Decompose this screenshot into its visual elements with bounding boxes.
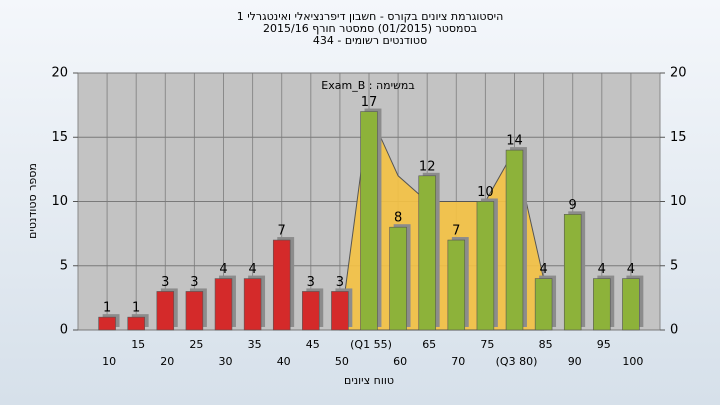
value-label: 4 bbox=[598, 262, 606, 277]
value-label: 17 bbox=[361, 95, 378, 110]
value-label: 4 bbox=[248, 262, 256, 277]
x-tick-label: 45 bbox=[306, 338, 320, 351]
bar bbox=[563, 214, 582, 331]
x-tick-label: 30 bbox=[219, 355, 233, 368]
x-tick-label: 100 bbox=[622, 355, 643, 368]
x-tick-label: 40 bbox=[277, 355, 291, 368]
y-tick-label: 15 bbox=[51, 130, 68, 145]
value-label: 4 bbox=[539, 262, 547, 277]
x-tick-label: 75 bbox=[480, 338, 494, 351]
bar bbox=[156, 291, 175, 331]
bar bbox=[505, 149, 524, 331]
chart-title: היסטוגרמת ציונים בקורס - חשבון דיפרנציאל… bbox=[237, 10, 504, 23]
y2-tick-label: 5 bbox=[670, 258, 678, 273]
value-label: 9 bbox=[569, 198, 577, 213]
x-tick-label: 35 bbox=[248, 338, 262, 351]
x-tick-label: 85 bbox=[539, 338, 553, 351]
bar bbox=[272, 239, 291, 331]
value-label: 12 bbox=[419, 159, 436, 174]
x-tick-label: 10 bbox=[102, 355, 116, 368]
x-tick-label: 95 bbox=[597, 338, 611, 351]
x-tick-label: 70 bbox=[451, 355, 465, 368]
value-label: 1 bbox=[132, 301, 140, 316]
value-label: 14 bbox=[506, 134, 523, 149]
x-tick-label: 15 bbox=[131, 338, 145, 351]
value-label: 7 bbox=[278, 224, 286, 239]
x-tick-label: 90 bbox=[568, 355, 582, 368]
y2-tick-label: 0 bbox=[670, 323, 678, 338]
value-label: 3 bbox=[307, 275, 315, 290]
bar bbox=[331, 291, 349, 331]
value-label: 4 bbox=[219, 262, 227, 277]
y-axis-label: מספר סטודנטים bbox=[26, 163, 39, 239]
x-tick-label: 60 bbox=[393, 355, 407, 368]
bar bbox=[185, 291, 204, 331]
y-tick-label: 5 bbox=[60, 258, 68, 273]
bar bbox=[98, 316, 116, 331]
annotation: במשימה : Exam_B bbox=[321, 79, 414, 92]
value-label: 3 bbox=[336, 275, 344, 290]
y-tick-label: 10 bbox=[51, 194, 68, 209]
bar bbox=[418, 175, 436, 331]
bar bbox=[214, 278, 233, 331]
value-label: 7 bbox=[452, 224, 460, 239]
x-tick-label: 20 bbox=[160, 355, 174, 368]
value-label: 3 bbox=[190, 275, 198, 290]
x-tick-label: (Q1 55) bbox=[350, 338, 392, 351]
bar bbox=[243, 278, 262, 331]
bar bbox=[360, 111, 378, 331]
y-tick-label: 0 bbox=[60, 323, 68, 338]
bar bbox=[302, 291, 320, 331]
bar bbox=[534, 278, 553, 331]
y2-tick-label: 10 bbox=[670, 194, 687, 209]
x-tick-label: 65 bbox=[422, 338, 436, 351]
chart-title: סטודנטים רשומים - 434 bbox=[313, 34, 427, 47]
bar bbox=[622, 278, 640, 331]
x-tick-label: 50 bbox=[335, 355, 349, 368]
bar bbox=[447, 239, 466, 331]
value-label: 10 bbox=[477, 185, 494, 200]
value-label: 4 bbox=[627, 262, 635, 277]
value-label: 8 bbox=[394, 211, 402, 226]
value-label: 1 bbox=[103, 301, 111, 316]
x-axis-label: טווח ציונים bbox=[344, 374, 394, 387]
x-tick-label: 25 bbox=[189, 338, 203, 351]
y2-tick-label: 15 bbox=[670, 130, 687, 145]
bar bbox=[127, 316, 145, 331]
y2-tick-label: 20 bbox=[670, 66, 687, 81]
bar bbox=[476, 201, 495, 331]
chart-title: בסמסטר (01/2015) סמסטר חורף 2015/16 bbox=[263, 22, 477, 35]
bar bbox=[593, 278, 611, 331]
x-tick-label: (Q3 80) bbox=[496, 355, 538, 368]
value-label: 3 bbox=[161, 275, 169, 290]
bar bbox=[389, 226, 407, 331]
y-tick-label: 20 bbox=[51, 66, 68, 81]
